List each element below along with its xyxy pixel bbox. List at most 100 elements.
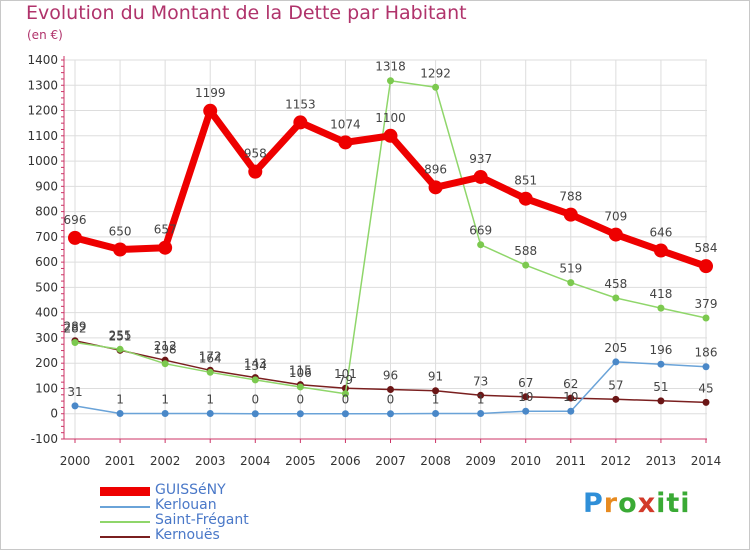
data-point xyxy=(71,402,79,410)
data-label: 1199 xyxy=(195,86,226,100)
data-point xyxy=(477,409,485,417)
data-point xyxy=(203,103,218,118)
data-label: 1153 xyxy=(285,97,316,111)
y-tick-label: 1300 xyxy=(27,78,58,92)
legend-item: GUISSéNY xyxy=(100,482,360,499)
x-tick-label: 2009 xyxy=(465,454,496,468)
x-tick-label: 2011 xyxy=(556,454,587,468)
legend-label: GUISSéNY xyxy=(155,482,226,498)
data-point xyxy=(702,398,710,406)
data-point xyxy=(657,397,665,405)
chart-title: Evolution du Montant de la Dette par Hab… xyxy=(26,2,467,24)
data-point xyxy=(608,227,623,242)
data-label: 1100 xyxy=(375,111,406,125)
data-point xyxy=(612,294,620,302)
data-label: 788 xyxy=(559,190,582,204)
data-label: 289 xyxy=(64,320,87,334)
data-point xyxy=(567,394,575,402)
y-tick-label: 0 xyxy=(50,407,58,421)
proxiti-logo: Proxiti xyxy=(583,488,691,519)
data-label: 96 xyxy=(383,368,398,382)
data-point xyxy=(653,243,668,258)
data-label: 101 xyxy=(334,367,357,381)
data-point xyxy=(522,261,530,269)
data-point xyxy=(71,338,79,346)
data-label: 1 xyxy=(432,392,440,406)
y-tick-label: 900 xyxy=(35,179,58,193)
data-label: 10 xyxy=(563,390,578,404)
data-point xyxy=(116,409,124,417)
data-point xyxy=(432,387,440,395)
data-label: 73 xyxy=(473,374,488,388)
data-label: 937 xyxy=(469,152,492,166)
data-label: 588 xyxy=(514,244,537,258)
data-label: 0 xyxy=(297,393,305,407)
data-point xyxy=(206,409,214,417)
legend-label: Kerlouan xyxy=(155,497,217,513)
legend-swatch xyxy=(100,536,150,538)
data-label: 186 xyxy=(695,346,718,360)
data-point xyxy=(702,314,710,322)
data-point xyxy=(612,358,620,366)
data-label: 896 xyxy=(424,162,447,176)
data-point xyxy=(428,180,443,195)
data-label: 958 xyxy=(244,147,267,161)
y-tick-label: 400 xyxy=(35,306,58,320)
data-label: 379 xyxy=(695,297,718,311)
data-label: 134 xyxy=(244,359,267,373)
data-point xyxy=(567,279,575,287)
data-point xyxy=(567,407,575,415)
data-point xyxy=(116,345,124,353)
data-label: 584 xyxy=(695,241,718,255)
y-tick-label: 1200 xyxy=(27,104,58,118)
data-label: 709 xyxy=(604,210,627,224)
x-tick-label: 2010 xyxy=(510,454,541,468)
y-tick-label: 200 xyxy=(35,356,58,370)
data-point xyxy=(387,77,394,85)
data-label: 205 xyxy=(604,341,627,355)
data-label: 1 xyxy=(477,392,485,406)
data-point xyxy=(702,363,710,371)
x-tick-label: 2008 xyxy=(420,454,451,468)
data-point xyxy=(657,360,665,368)
data-label: 650 xyxy=(109,225,132,239)
data-label: 251 xyxy=(109,329,132,343)
data-point xyxy=(522,407,530,415)
data-point xyxy=(477,391,485,399)
legend-swatch xyxy=(100,487,150,496)
data-point xyxy=(113,242,128,257)
data-label: 67 xyxy=(518,376,533,390)
data-point xyxy=(251,376,259,384)
data-point xyxy=(296,383,304,391)
x-tick-label: 2013 xyxy=(646,454,677,468)
data-label: 458 xyxy=(604,277,627,291)
data-label: 418 xyxy=(649,287,672,301)
data-point xyxy=(432,83,440,91)
x-tick-label: 2003 xyxy=(195,454,226,468)
y-tick-label: 800 xyxy=(35,205,58,219)
y-tick-label: -100 xyxy=(31,432,58,446)
data-point xyxy=(338,135,353,150)
data-point xyxy=(251,410,259,418)
data-point xyxy=(477,241,485,249)
data-point xyxy=(699,259,713,274)
data-point xyxy=(518,191,533,206)
data-point xyxy=(293,115,308,130)
x-tick-label: 2012 xyxy=(601,454,632,468)
x-tick-label: 2001 xyxy=(105,454,136,468)
y-tick-label: 100 xyxy=(35,381,58,395)
data-label: 1 xyxy=(116,392,124,406)
data-label: 1074 xyxy=(330,117,361,131)
data-point xyxy=(387,385,394,393)
data-point xyxy=(387,410,394,418)
data-label: 0 xyxy=(251,393,259,407)
x-tick-label: 2006 xyxy=(330,454,361,468)
data-label: 91 xyxy=(428,370,443,384)
data-point xyxy=(563,207,578,222)
x-tick-label: 2004 xyxy=(240,454,271,468)
data-label: 106 xyxy=(289,366,312,380)
data-point xyxy=(657,304,665,312)
data-label: 0 xyxy=(387,393,395,407)
